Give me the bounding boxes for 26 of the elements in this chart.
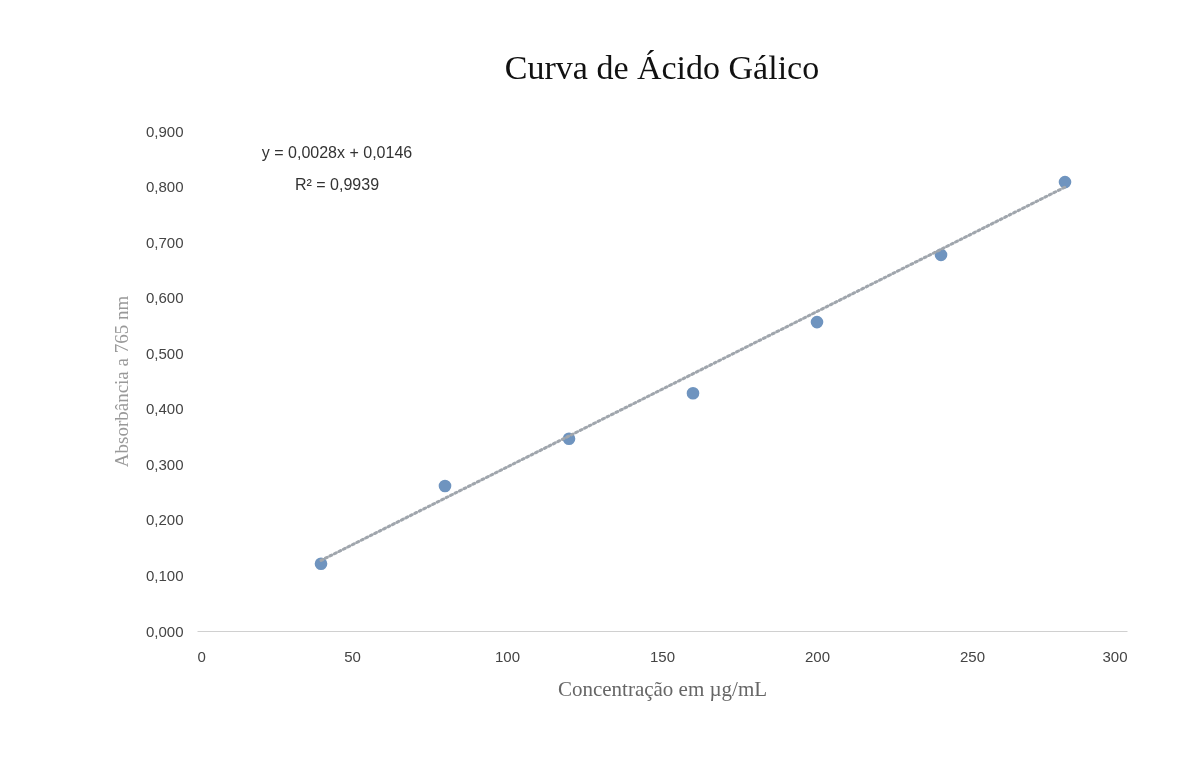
y-tick-label: 0,300 <box>145 455 184 473</box>
y-axis-title: Absorbância a 765 nm <box>110 295 132 468</box>
x-axis-title: Concentração em µg/mL <box>557 676 768 701</box>
y-tick-label: 0,600 <box>145 289 184 307</box>
y-tick-label: 0,400 <box>145 400 184 418</box>
x-tick-label: 100 <box>494 647 521 665</box>
annotation: y = 0,0028x + 0,0146 <box>261 144 413 161</box>
x-tick-label: 200 <box>804 647 831 665</box>
y-tick-label: 0,700 <box>145 233 184 251</box>
x-tick-label: 50 <box>344 647 361 665</box>
x-tick-label: 150 <box>649 647 676 665</box>
y-tick-label: 0,100 <box>145 566 184 584</box>
annotation: R² = 0,9939 <box>294 176 380 193</box>
point <box>438 479 452 493</box>
y-tick-label: 0,900 <box>145 122 184 140</box>
y-tick-label: 0,000 <box>145 622 184 640</box>
point <box>810 315 824 329</box>
chart-title: Curva de Ácido Gálico <box>504 49 820 86</box>
x-tick-label: 250 <box>959 647 986 665</box>
y-tick-label: 0,500 <box>145 344 184 362</box>
y-tick-label: 0,800 <box>145 178 184 196</box>
point <box>1058 175 1072 189</box>
x-tick-label: 300 <box>1102 647 1128 665</box>
y-tick-label: 0,200 <box>145 511 184 529</box>
point <box>686 386 700 400</box>
x-tick-label: 0 <box>197 647 206 665</box>
